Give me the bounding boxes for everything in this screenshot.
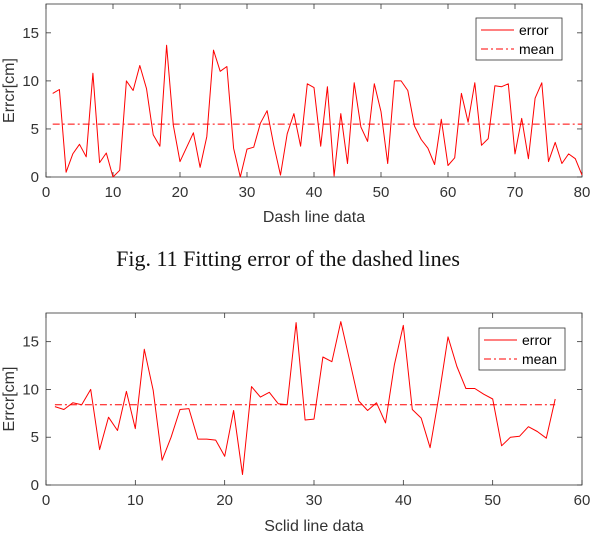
legend-label-mean: mean: [519, 41, 554, 57]
x-tick-label: 80: [574, 184, 591, 201]
x-tick-label: 60: [574, 492, 591, 509]
solid-line-error-chart: 0 10 20 30 40 50 60 0 5 10 15 Sclid line data Errcr[…: [1, 312, 591, 534]
x-tick-label: 20: [172, 184, 189, 201]
y-tick-label: 0: [31, 477, 39, 494]
y-tick-label: 10: [22, 381, 39, 398]
x-tick-label: 0: [42, 184, 50, 201]
x-tick-label: 30: [306, 492, 323, 509]
x-tick-label: 50: [373, 184, 390, 201]
legend-box: [475, 17, 563, 61]
y-tick-label: 5: [31, 121, 39, 138]
y-tick-label: 5: [31, 429, 39, 446]
x-tick-label: 10: [105, 184, 122, 201]
y-tick-label: 15: [22, 334, 39, 351]
x-axis-label: Dash line data: [263, 209, 365, 226]
x-tick-label: 60: [440, 184, 457, 201]
x-tick-label: 40: [306, 184, 323, 201]
figure-caption: Fig. 11 Fitting error of the dashed line…: [116, 246, 460, 271]
x-tick-label: 0: [42, 492, 50, 509]
x-tick-label: 30: [239, 184, 256, 201]
y-tick-label: 0: [31, 169, 39, 186]
series-error-line: [52, 44, 583, 178]
series-error-line: [54, 321, 556, 475]
dashed-line-error-chart: 0 10 20 30 40 50 60 70 80 0 5 10 15 Dash line data Err…: [1, 3, 591, 226]
x-tick-label: 40: [395, 492, 412, 509]
y-axis-label: Errcr[cm]: [1, 58, 18, 123]
y-axis-label: Errcr[cm]: [1, 367, 18, 432]
y-tick-label: 15: [22, 25, 39, 42]
legend-box: [478, 327, 566, 371]
x-tick-label: 10: [127, 492, 144, 509]
legend-label-error: error: [519, 22, 549, 38]
x-tick-label: 50: [484, 492, 501, 509]
legend-label-mean: mean: [522, 351, 557, 367]
y-tick-label: 10: [22, 73, 39, 90]
x-tick-label: 70: [507, 184, 524, 201]
x-axis-label: Sclid line data: [264, 518, 364, 534]
x-tick-label: 20: [216, 492, 233, 509]
legend-label-error: error: [522, 332, 552, 348]
